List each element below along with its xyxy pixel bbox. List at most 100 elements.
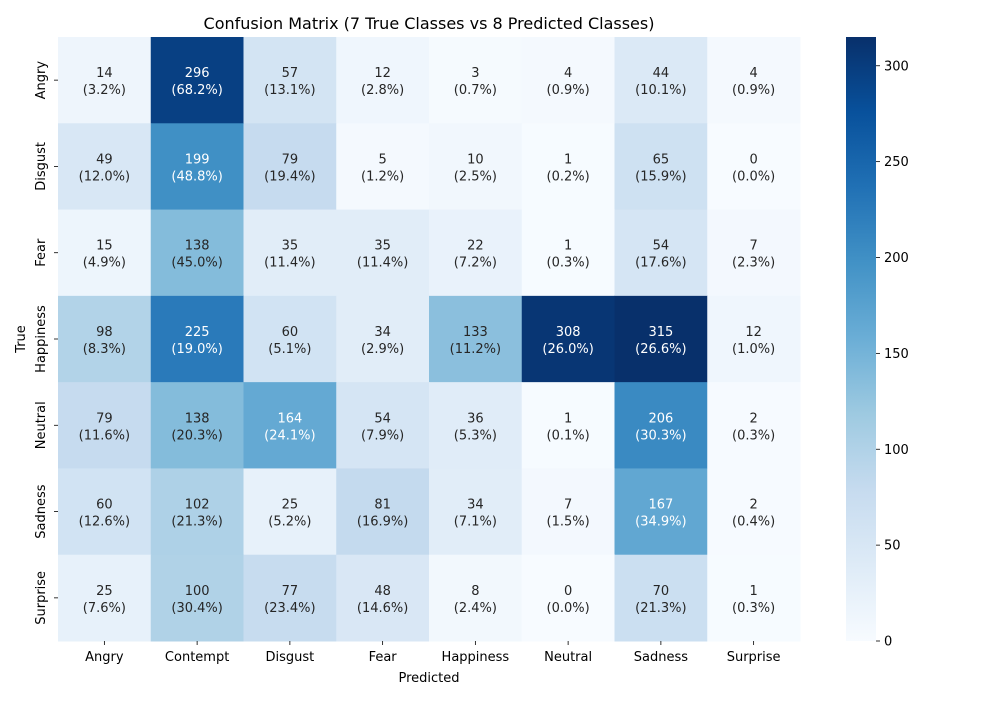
heatmap-cell <box>336 382 430 469</box>
cell-percent-label: (0.3%) <box>547 256 590 271</box>
cell-count-label: 10 <box>467 152 484 167</box>
cell-count-label: 12 <box>374 66 391 81</box>
cell-percent-label: (34.9%) <box>635 515 686 530</box>
heatmap-cell <box>614 37 708 124</box>
cell-percent-label: (5.3%) <box>454 428 497 443</box>
cell-count-label: 70 <box>653 584 670 599</box>
heatmap-cell <box>614 382 708 469</box>
cell-percent-label: (7.9%) <box>361 428 404 443</box>
cell-percent-label: (7.6%) <box>83 601 126 616</box>
cell-count-label: 5 <box>378 152 386 167</box>
cell-percent-label: (2.9%) <box>361 342 404 357</box>
cell-count-label: 44 <box>653 66 670 81</box>
cell-count-label: 34 <box>374 325 391 340</box>
cell-count-label: 81 <box>374 498 391 513</box>
cell-count-label: 48 <box>374 584 391 599</box>
x-tick-label: Disgust <box>265 650 314 665</box>
x-tick-label: Contempt <box>165 650 229 665</box>
cell-percent-label: (17.6%) <box>635 256 686 271</box>
cell-count-label: 77 <box>282 584 299 599</box>
heatmap-cell <box>336 123 430 211</box>
cell-count-label: 138 <box>185 239 210 254</box>
x-axis-label: Predicted <box>398 671 459 686</box>
cell-count-label: 35 <box>282 239 299 254</box>
colorbar-tick-label: 100 <box>884 443 909 458</box>
colorbar-tick-label: 50 <box>884 539 901 554</box>
cell-percent-label: (11.2%) <box>450 342 501 357</box>
cell-count-label: 79 <box>96 411 113 426</box>
heatmap-cell <box>429 382 523 469</box>
cell-count-label: 25 <box>96 584 113 599</box>
colorbar-tick-label: 300 <box>884 59 909 74</box>
heatmap-cell <box>58 37 152 124</box>
heatmap-cell <box>336 209 430 297</box>
cell-percent-label: (14.6%) <box>357 601 408 616</box>
cell-percent-label: (1.2%) <box>361 169 404 184</box>
cell-count-label: 54 <box>653 239 670 254</box>
cell-percent-label: (7.2%) <box>454 256 497 271</box>
heatmap-cell <box>150 468 244 556</box>
cell-percent-label: (5.2%) <box>268 515 311 530</box>
cell-percent-label: (21.3%) <box>171 515 222 530</box>
cell-percent-label: (1.0%) <box>732 342 775 357</box>
cell-count-label: 4 <box>749 66 757 81</box>
colorbar-tick-label: 250 <box>884 155 909 170</box>
cell-count-label: 49 <box>96 152 113 167</box>
heatmap-cell <box>243 554 337 642</box>
cell-count-label: 1 <box>749 584 757 599</box>
heatmap-cell <box>614 468 708 556</box>
cell-count-label: 100 <box>185 584 210 599</box>
y-tick-label: Angry <box>34 61 49 100</box>
colorbar-tick-label: 0 <box>884 635 892 650</box>
cell-count-label: 1 <box>564 411 572 426</box>
x-tick-label: Sadness <box>634 650 688 665</box>
heatmap-cell <box>521 295 615 383</box>
cell-percent-label: (19.4%) <box>264 169 315 184</box>
heatmap-cell <box>429 123 523 211</box>
cell-percent-label: (48.8%) <box>171 169 222 184</box>
cell-percent-label: (4.9%) <box>83 256 126 271</box>
cell-percent-label: (26.6%) <box>635 342 686 357</box>
heatmap-cell <box>58 295 152 383</box>
y-axis-label: True <box>14 325 29 354</box>
heatmap-cell <box>58 468 152 556</box>
heatmap-cell <box>707 295 801 383</box>
cell-count-label: 138 <box>185 411 210 426</box>
heatmap-cell <box>243 295 337 383</box>
heatmap-cell <box>58 382 152 469</box>
cell-count-label: 34 <box>467 498 484 513</box>
cell-count-label: 225 <box>185 325 210 340</box>
cell-percent-label: (30.3%) <box>635 428 686 443</box>
cell-count-label: 35 <box>374 239 391 254</box>
cell-count-label: 7 <box>564 498 572 513</box>
cell-percent-label: (8.3%) <box>83 342 126 357</box>
y-tick-label: Fear <box>34 238 49 267</box>
cell-percent-label: (1.5%) <box>547 515 590 530</box>
cell-count-label: 98 <box>96 325 113 340</box>
cell-percent-label: (68.2%) <box>171 83 222 98</box>
cell-count-label: 2 <box>749 498 757 513</box>
cell-percent-label: (11.4%) <box>264 256 315 271</box>
heatmap-cell <box>150 554 244 642</box>
cell-percent-label: (3.2%) <box>83 83 126 98</box>
heatmap-cell <box>336 37 430 124</box>
heatmap-cell <box>243 382 337 469</box>
cell-count-label: 12 <box>745 325 762 340</box>
cell-count-label: 79 <box>282 152 299 167</box>
y-tick-label: Happiness <box>34 305 49 373</box>
cell-count-label: 102 <box>185 498 210 513</box>
x-tick-label: Surprise <box>727 650 781 665</box>
cell-count-label: 167 <box>648 498 673 513</box>
heatmap-cell <box>243 123 337 211</box>
heatmap-cell <box>707 468 801 556</box>
y-axis-ticks: Angry Disgust Fear Happiness Neutral Sadness S… <box>34 61 58 625</box>
cell-count-label: 199 <box>185 152 210 167</box>
heatmap-cell <box>150 382 244 469</box>
cell-percent-label: (0.7%) <box>454 83 497 98</box>
heatmap-cell <box>429 554 523 642</box>
heatmap-cell <box>243 468 337 556</box>
cell-count-label: 0 <box>749 152 757 167</box>
heatmap-cell <box>707 554 801 642</box>
cell-count-label: 164 <box>277 411 302 426</box>
